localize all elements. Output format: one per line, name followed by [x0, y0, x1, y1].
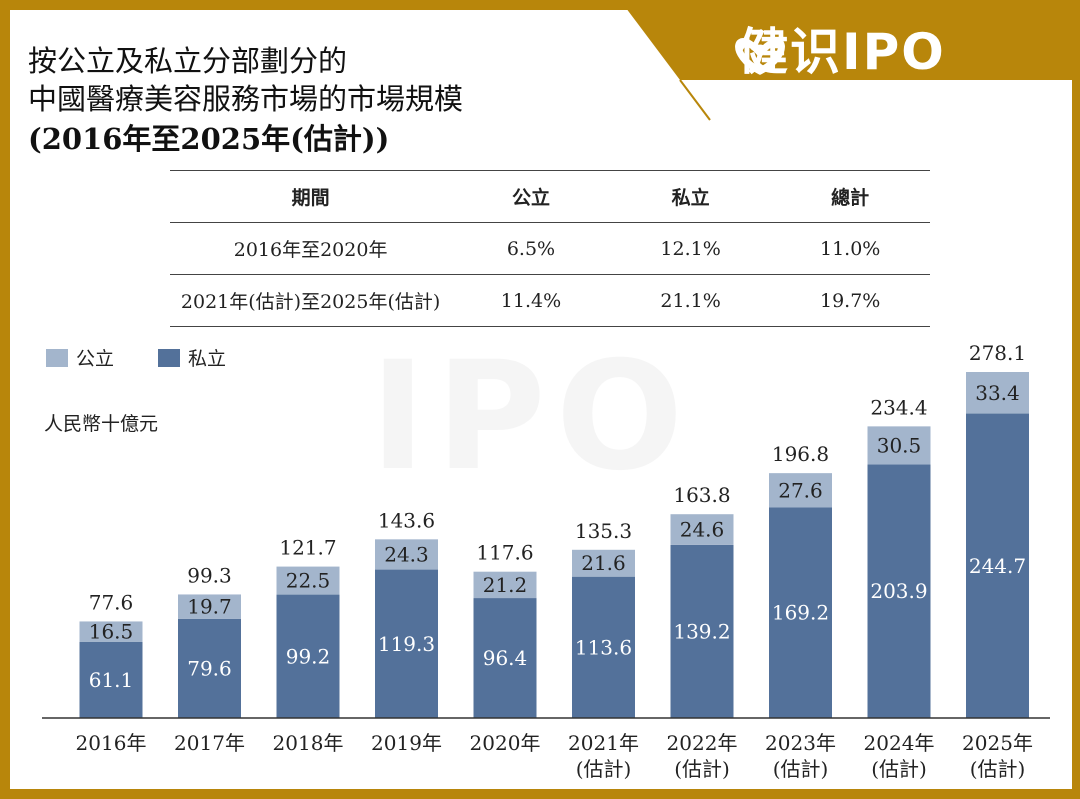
title-line-2: 中國醫療美容服務市場的市場規模: [28, 82, 464, 116]
data-label-total: 99.3: [187, 563, 232, 587]
data-label-private: 169.2: [772, 601, 829, 625]
legend-swatch-public: [46, 348, 68, 367]
x-tick-label: 2021年: [568, 731, 639, 755]
header-total: 總計: [831, 187, 870, 209]
x-tick-label: 2022年: [667, 731, 738, 755]
data-label-private: 203.9: [870, 579, 927, 603]
x-tick-label: 2018年: [273, 731, 344, 755]
data-label-public: 33.4: [975, 381, 1020, 405]
cell: 11.4%: [500, 289, 562, 312]
cell: 2021年(估計)至2025年(估計): [180, 291, 441, 313]
data-label-public: 24.3: [384, 542, 429, 566]
legend-public: 公立: [46, 344, 114, 371]
x-tick-sublabel: (估計): [970, 757, 1026, 781]
logo-banner: [620, 0, 1080, 121]
table-row: 2021年(估計)至2025年(估計) 11.4% 21.1% 19.7%: [170, 275, 930, 327]
data-label-total: 234.4: [870, 395, 927, 419]
x-tick-label: 2023年: [765, 731, 836, 755]
cell: 19.7%: [820, 289, 881, 312]
logo-heart-icon: [735, 38, 785, 75]
x-tick-sublabel: (估計): [576, 757, 632, 781]
data-label-private: 119.3: [378, 632, 435, 656]
x-tick-sublabel: (估計): [871, 757, 927, 781]
cell: 11.0%: [820, 237, 881, 260]
cagr-table: 期間 公立 私立 總計 2016年至2020年 6.5% 12.1% 11.0%…: [170, 170, 930, 327]
cell: 21.1%: [660, 289, 721, 312]
data-label-private: 244.7: [969, 554, 1026, 578]
header-private: 私立: [671, 187, 710, 209]
data-label-public: 19.7: [187, 595, 232, 619]
data-label-private: 96.4: [483, 646, 528, 670]
data-label-public: 16.5: [89, 620, 134, 644]
bar-private: [670, 544, 734, 718]
data-label-total: 135.3: [575, 519, 632, 543]
x-tick-label: 2024年: [864, 731, 935, 755]
bar-public: [867, 426, 931, 465]
x-tick-label: 2019年: [371, 731, 442, 755]
watermark: IPO: [370, 330, 693, 504]
data-label-public: 27.6: [778, 478, 823, 502]
bar-public: [79, 621, 143, 642]
data-label-private: 99.2: [286, 644, 331, 668]
header-public: 公立: [511, 187, 550, 209]
bar-public: [375, 539, 438, 570]
data-label-public: 21.2: [483, 573, 528, 597]
x-tick-label: 2020年: [470, 731, 541, 755]
bar-public: [670, 514, 734, 545]
bar-public: [572, 549, 635, 577]
bar-private: [769, 507, 832, 718]
bar-private: [276, 594, 340, 718]
data-label-private: 61.1: [89, 668, 134, 692]
data-label-total: 163.8: [673, 483, 730, 507]
bar-public: [473, 571, 537, 599]
bar-public: [276, 566, 340, 595]
bar-public: [966, 372, 1029, 414]
table-row: 2016年至2020年 6.5% 12.1% 11.0%: [170, 223, 930, 275]
x-tick-label: 2025年: [962, 731, 1033, 755]
cell: 2016年至2020年: [233, 239, 388, 261]
data-label-total: 278.1: [969, 341, 1026, 365]
data-label-public: 21.6: [581, 551, 626, 575]
bar-private: [473, 598, 537, 718]
title-line-1: 按公立及私立分部劃分的: [28, 44, 348, 78]
title-line-3: (2016年至2025年(估計)): [28, 122, 390, 156]
data-label-private: 113.6: [575, 635, 632, 659]
legend-label: 私立: [188, 348, 227, 370]
data-label-total: 117.6: [476, 541, 533, 565]
bar-private: [79, 641, 143, 718]
data-label-public: 30.5: [877, 433, 922, 457]
data-label-public: 24.6: [680, 518, 725, 542]
legend-private: 私立: [158, 344, 226, 371]
data-label-total: 196.8: [772, 442, 829, 466]
data-label-total: 77.6: [89, 590, 134, 614]
data-label-public: 22.5: [286, 569, 331, 593]
cell: 6.5%: [506, 237, 556, 260]
bar-public: [769, 473, 832, 508]
x-tick-label: 2017年: [174, 731, 245, 755]
bar-public: [178, 594, 241, 619]
x-tick-label: 2016年: [76, 731, 147, 755]
bar-private: [572, 576, 635, 718]
x-tick-sublabel: (估計): [674, 757, 730, 781]
x-tick-sublabel: (估計): [773, 757, 829, 781]
bar-private: [178, 618, 241, 718]
logo: 健识IPO: [738, 23, 946, 81]
bar-private: [375, 569, 438, 718]
data-label-total: 143.6: [378, 508, 435, 532]
data-label-total: 121.7: [279, 536, 336, 560]
bar-private: [966, 413, 1029, 718]
cell: 12.1%: [660, 237, 721, 260]
header-period: 期間: [291, 187, 330, 209]
data-label-private: 79.6: [187, 656, 232, 680]
legend-swatch-private: [158, 348, 180, 367]
legend-label: 公立: [76, 348, 115, 370]
data-label-private: 139.2: [673, 619, 730, 643]
bar-private: [867, 464, 931, 718]
unit-label: 人民幣十億元: [44, 413, 159, 435]
